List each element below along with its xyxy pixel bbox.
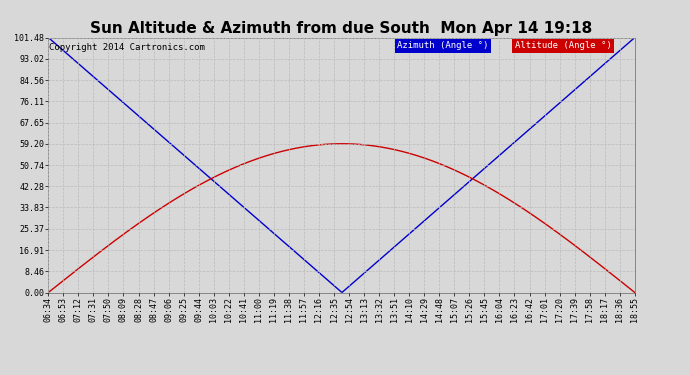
Text: Altitude (Angle °): Altitude (Angle °): [515, 41, 611, 50]
Text: Copyright 2014 Cartronics.com: Copyright 2014 Cartronics.com: [50, 43, 206, 52]
Text: Azimuth (Angle °): Azimuth (Angle °): [397, 41, 489, 50]
Title: Sun Altitude & Azimuth from due South  Mon Apr 14 19:18: Sun Altitude & Azimuth from due South Mo…: [90, 21, 593, 36]
